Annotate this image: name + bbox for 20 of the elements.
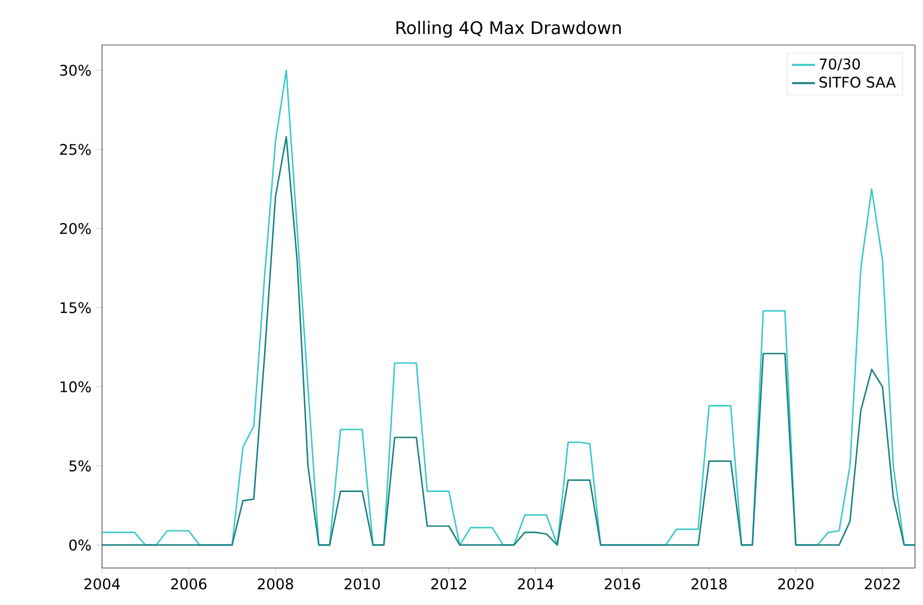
y-tick-label: 0% — [69, 540, 91, 551]
x-tick-label: 2018 — [691, 578, 727, 590]
x-tick-label: 2004 — [84, 578, 120, 590]
x-tick-label: 2012 — [431, 578, 466, 590]
x-tick-label: 2014 — [518, 578, 554, 590]
legend-label: 70/30 — [820, 58, 860, 71]
x-tick-label: 2016 — [604, 578, 640, 590]
x-tick-label: 2006 — [171, 578, 206, 590]
chart-title: Rolling 4Q Max Drawdown — [396, 20, 621, 38]
y-tick-label: 20% — [60, 223, 91, 234]
y-tick-label: 5% — [69, 460, 91, 472]
legend-label: SITFO SAA — [820, 76, 896, 88]
x-tick-label: 2010 — [344, 578, 380, 590]
y-tick-label: 10% — [60, 381, 91, 392]
x-tick-label: 2022 — [864, 578, 900, 590]
y-tick-label: 25% — [60, 144, 91, 155]
x-tick-label: 2020 — [778, 578, 814, 590]
y-tick-label: 15% — [60, 302, 91, 314]
x-tick-label: 2008 — [258, 578, 294, 590]
y-tick-label: 30% — [60, 64, 91, 76]
